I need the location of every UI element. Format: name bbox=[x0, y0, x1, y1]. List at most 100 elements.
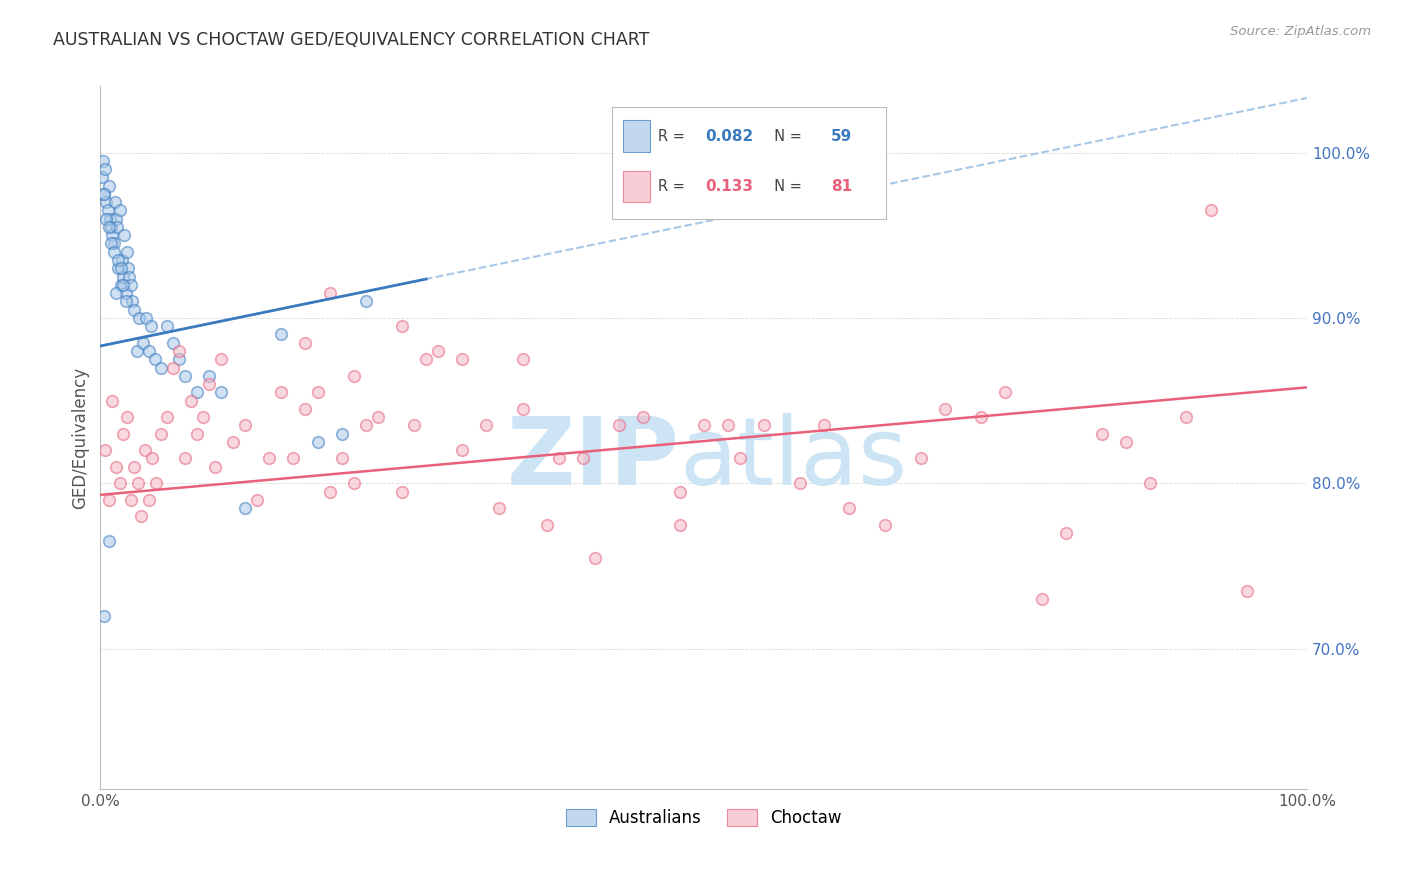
Point bbox=[668, 484, 690, 499]
Point bbox=[156, 410, 179, 425]
Point bbox=[633, 410, 655, 425]
Bar bbox=[623, 120, 650, 152]
Point bbox=[270, 385, 292, 400]
Point bbox=[107, 261, 129, 276]
Point bbox=[120, 277, 142, 292]
Legend: Australians, Choctaw: Australians, Choctaw bbox=[560, 802, 848, 834]
Point bbox=[145, 476, 167, 491]
Point bbox=[162, 360, 184, 375]
Text: ZIP: ZIP bbox=[506, 413, 679, 505]
Point bbox=[117, 261, 139, 276]
Point bbox=[283, 451, 305, 466]
Point bbox=[97, 534, 120, 549]
Point bbox=[138, 343, 160, 358]
Point bbox=[115, 410, 138, 425]
Point bbox=[330, 426, 353, 441]
Point bbox=[112, 277, 135, 292]
Point bbox=[1091, 426, 1114, 441]
Point bbox=[103, 244, 125, 259]
Point bbox=[451, 443, 474, 458]
Point bbox=[173, 451, 195, 466]
Point bbox=[970, 410, 993, 425]
Point bbox=[110, 277, 132, 292]
Point bbox=[330, 451, 353, 466]
Point bbox=[548, 451, 571, 466]
Text: R =: R = bbox=[658, 178, 695, 194]
Point bbox=[994, 385, 1017, 400]
Point bbox=[112, 426, 135, 441]
Point bbox=[114, 294, 136, 309]
Point bbox=[668, 517, 690, 532]
Point bbox=[93, 186, 115, 201]
Point bbox=[96, 195, 118, 210]
Point bbox=[125, 343, 148, 358]
Point bbox=[451, 352, 474, 367]
Point bbox=[120, 492, 142, 507]
Point bbox=[415, 352, 437, 367]
Point bbox=[97, 219, 120, 234]
Point bbox=[186, 426, 208, 441]
Point bbox=[93, 186, 115, 201]
Text: R =: R = bbox=[658, 128, 690, 144]
Point bbox=[910, 451, 932, 466]
Point bbox=[536, 517, 558, 532]
Point bbox=[131, 509, 153, 524]
Point bbox=[96, 211, 118, 226]
Point bbox=[1031, 592, 1053, 607]
Point bbox=[149, 360, 172, 375]
Point bbox=[134, 443, 156, 458]
Text: 0.133: 0.133 bbox=[704, 178, 752, 194]
Point bbox=[101, 228, 124, 243]
Point bbox=[143, 352, 166, 367]
Text: atlas: atlas bbox=[679, 413, 908, 505]
Point bbox=[343, 368, 366, 383]
Point bbox=[91, 153, 114, 168]
Point bbox=[105, 219, 128, 234]
Point bbox=[934, 401, 956, 416]
Point bbox=[191, 410, 214, 425]
Point bbox=[104, 195, 127, 210]
Point bbox=[873, 517, 896, 532]
Point bbox=[173, 368, 195, 383]
Point bbox=[98, 211, 121, 226]
Text: 59: 59 bbox=[831, 128, 852, 144]
Point bbox=[404, 418, 426, 433]
Point bbox=[307, 385, 329, 400]
Point bbox=[90, 170, 112, 185]
Point bbox=[121, 294, 143, 309]
Point bbox=[114, 286, 136, 301]
Point bbox=[209, 352, 232, 367]
Point bbox=[111, 252, 134, 267]
Point bbox=[135, 310, 157, 325]
Point bbox=[475, 418, 498, 433]
Text: N =: N = bbox=[765, 128, 807, 144]
Point bbox=[97, 492, 120, 507]
Point bbox=[139, 319, 162, 334]
Point bbox=[728, 451, 751, 466]
Point bbox=[107, 252, 129, 267]
Point bbox=[141, 451, 163, 466]
Point bbox=[122, 459, 145, 474]
Point bbox=[307, 434, 329, 449]
Point bbox=[512, 352, 534, 367]
Point bbox=[105, 211, 128, 226]
Y-axis label: GED/Equivalency: GED/Equivalency bbox=[72, 367, 89, 508]
Point bbox=[813, 418, 835, 433]
Point bbox=[512, 401, 534, 416]
Text: N =: N = bbox=[765, 178, 807, 194]
Point bbox=[233, 418, 256, 433]
Point bbox=[93, 608, 115, 623]
Point bbox=[105, 459, 128, 474]
Point bbox=[94, 162, 117, 177]
Point bbox=[97, 178, 120, 193]
Point bbox=[94, 443, 117, 458]
Point bbox=[108, 476, 131, 491]
Point bbox=[391, 484, 413, 499]
Point bbox=[103, 236, 125, 251]
Point bbox=[167, 352, 190, 367]
Point bbox=[127, 476, 149, 491]
Point bbox=[837, 501, 859, 516]
Point bbox=[112, 269, 135, 284]
Bar bbox=[623, 170, 650, 202]
Point bbox=[583, 550, 606, 565]
